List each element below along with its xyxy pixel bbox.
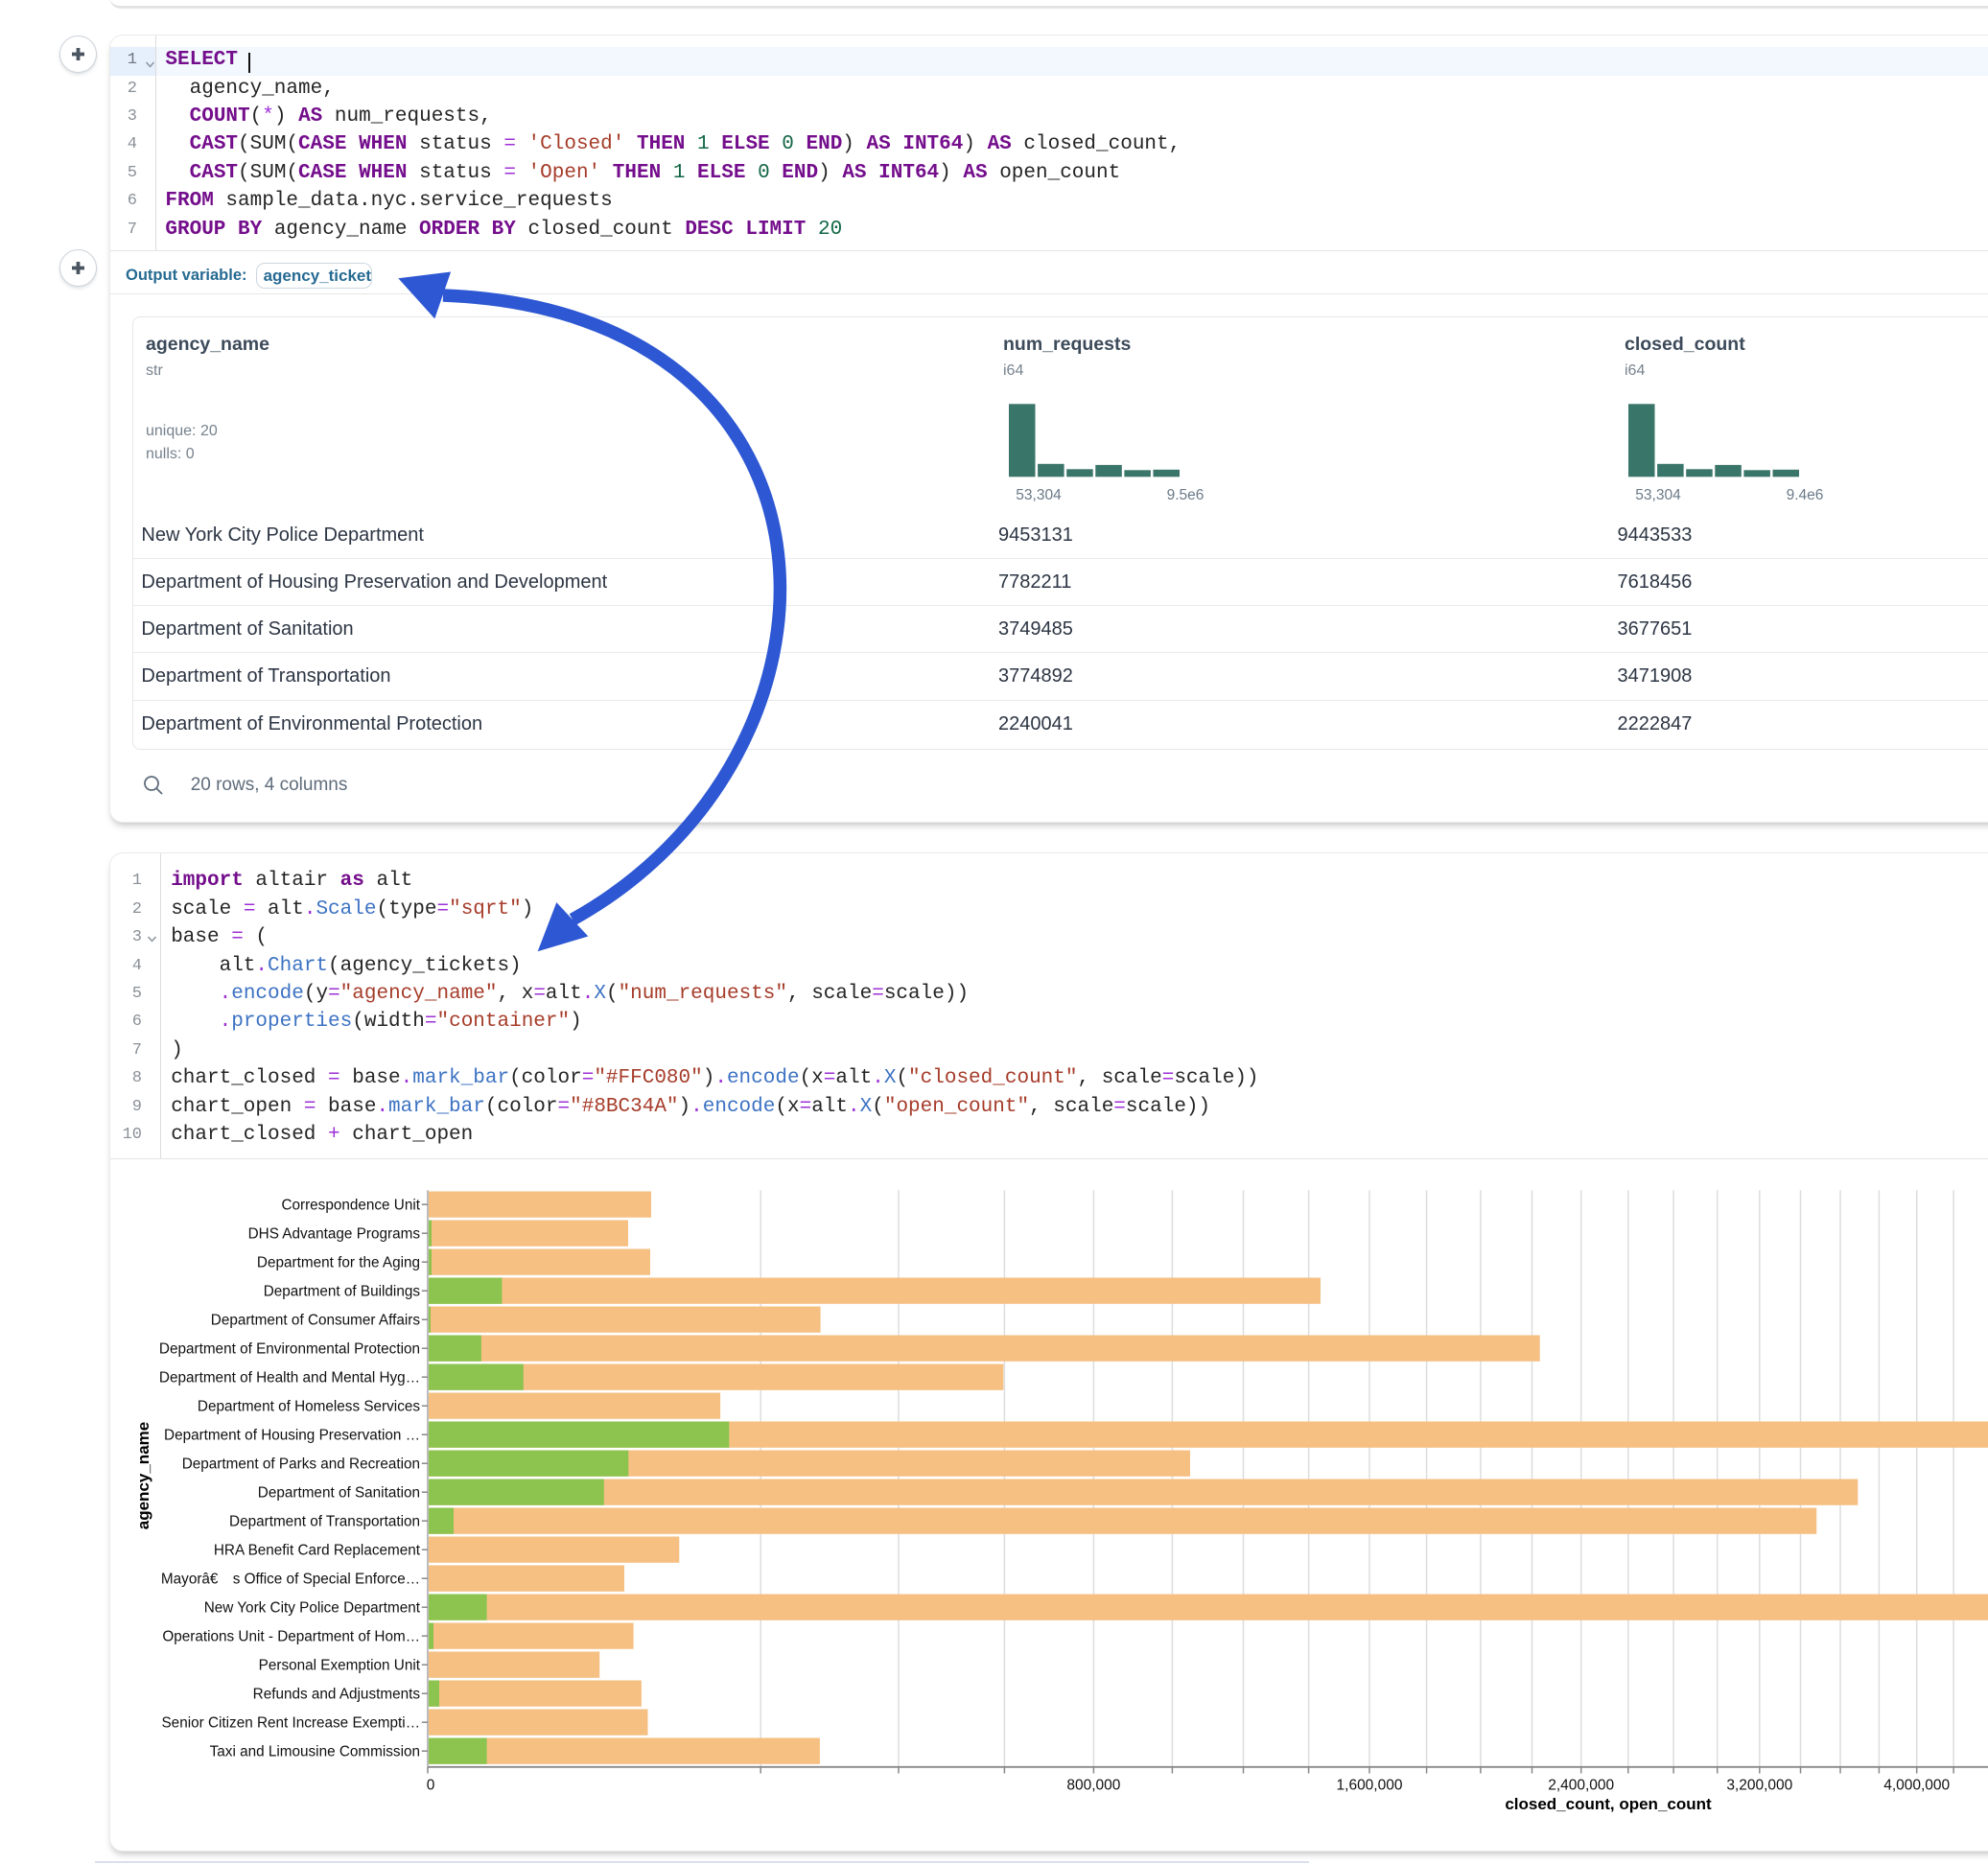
svg-text:Department of Health and Menta: Department of Health and Mental Hyg… xyxy=(159,1370,420,1386)
svg-text:4,000,000: 4,000,000 xyxy=(1883,1778,1950,1794)
svg-text:Taxi and Limousine Commission: Taxi and Limousine Commission xyxy=(210,1744,420,1760)
svg-text:New York City Police Departmen: New York City Police Department xyxy=(204,1600,421,1617)
svg-text:Department of Transportation: Department of Transportation xyxy=(229,1514,420,1530)
svg-text:Department of Housing Preserva: Department of Housing Preservation … xyxy=(164,1428,420,1444)
svg-text:Department of Sanitation: Department of Sanitation xyxy=(258,1485,420,1502)
svg-text:Operations Unit - Department o: Operations Unit - Department of Hom… xyxy=(162,1629,420,1645)
svg-text:Correspondence Unit: Correspondence Unit xyxy=(281,1198,420,1214)
svg-text:3,200,000: 3,200,000 xyxy=(1726,1778,1792,1794)
svg-text:Department for the Aging: Department for the Aging xyxy=(257,1255,420,1271)
svg-text:800,000: 800,000 xyxy=(1066,1778,1120,1794)
svg-text:Department of Parks and Recrea: Department of Parks and Recreation xyxy=(182,1456,420,1473)
svg-text:agency_name: agency_name xyxy=(134,1422,152,1529)
svg-text:1,600,000: 1,600,000 xyxy=(1337,1778,1403,1794)
svg-text:Department of Buildings: Department of Buildings xyxy=(264,1284,421,1300)
svg-text:0: 0 xyxy=(427,1778,435,1794)
svg-text:Senior Citizen Rent Increase E: Senior Citizen Rent Increase Exempti… xyxy=(161,1715,420,1732)
svg-text:Department of Consumer Affairs: Department of Consumer Affairs xyxy=(211,1313,421,1329)
svg-text:2,400,000: 2,400,000 xyxy=(1548,1778,1614,1794)
svg-text:Personal Exemption Unit: Personal Exemption Unit xyxy=(259,1658,421,1674)
svg-text:HRA Benefit Card Replacement: HRA Benefit Card Replacement xyxy=(214,1543,421,1559)
svg-text:Refunds and Adjustments: Refunds and Adjustments xyxy=(253,1687,421,1703)
svg-text:Department of Homeless Service: Department of Homeless Services xyxy=(198,1399,420,1415)
svg-text:closed_count, open_count: closed_count, open_count xyxy=(1505,1795,1712,1813)
svg-text:DHS Advantage Programs: DHS Advantage Programs xyxy=(248,1226,421,1243)
svg-text:Mayorâ€ s Office of Special En: Mayorâ€ s Office of Special Enforce… xyxy=(161,1572,420,1588)
svg-text:Department of Environmental Pr: Department of Environmental Protection xyxy=(159,1341,420,1358)
